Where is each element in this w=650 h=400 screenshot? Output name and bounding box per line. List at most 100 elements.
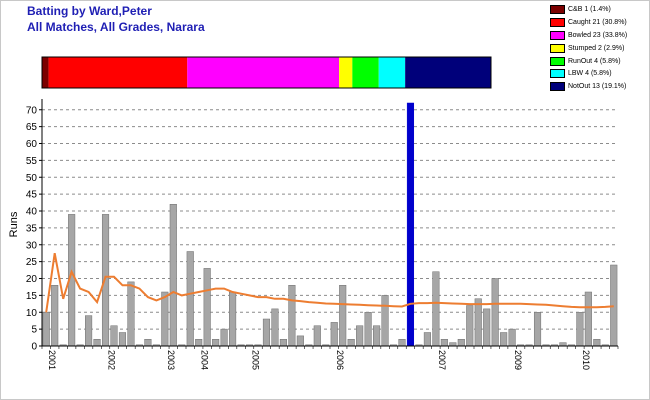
- innings-bar: [474, 298, 482, 347]
- y-tick-label: 15: [26, 291, 38, 302]
- legend-label: Bowled 23 (33.8%): [568, 31, 628, 39]
- innings-bar: [584, 291, 592, 347]
- innings-bar: [195, 339, 203, 347]
- dismissal-segment: [405, 57, 491, 88]
- legend-swatch: [550, 82, 565, 92]
- legend-item: RunOut 4 (5.8%): [550, 56, 648, 67]
- innings-bar: [262, 318, 271, 347]
- y-tick-label: 20: [26, 274, 38, 285]
- innings-bar: [271, 308, 279, 347]
- legend-item: Bowled 23 (33.8%): [550, 30, 648, 41]
- innings-bar: [339, 285, 347, 347]
- y-axis-label: Runs: [8, 211, 20, 237]
- innings-bar: [457, 339, 465, 347]
- innings-bar: [169, 204, 177, 347]
- innings-bar: [101, 214, 110, 347]
- innings-bar: [373, 325, 381, 347]
- innings-bar: [364, 312, 372, 347]
- y-tick-label: 45: [26, 190, 38, 201]
- innings-bar: [110, 325, 118, 347]
- innings-bar: [491, 278, 499, 347]
- innings-bar: [212, 339, 220, 347]
- innings-bar: [356, 325, 364, 347]
- legend-swatch: [550, 43, 565, 53]
- legend-swatch: [550, 69, 565, 79]
- y-tick-label: 50: [26, 173, 38, 184]
- innings-bar: [432, 271, 440, 347]
- innings-bar: [449, 342, 457, 347]
- y-tick-label: 25: [26, 257, 38, 268]
- innings-bar: [593, 339, 601, 347]
- legend-swatch: [550, 56, 565, 66]
- x-tick-label: 2005: [251, 350, 261, 370]
- y-tick-label: 0: [31, 342, 37, 353]
- innings-bar: [186, 251, 194, 347]
- innings-bar: [118, 332, 127, 347]
- legend-swatch: [550, 30, 565, 40]
- x-tick-label: 2001: [47, 350, 57, 370]
- legend-label: LBW 4 (5.8%): [568, 70, 612, 78]
- x-tick-label: 2003: [166, 350, 176, 370]
- innings-bar: [279, 339, 287, 347]
- highlight-bar: [406, 102, 415, 347]
- innings-bar: [296, 335, 304, 347]
- y-tick-label: 65: [26, 122, 38, 133]
- innings-bar: [483, 308, 491, 347]
- innings-bar: [313, 325, 321, 347]
- legend-label: Caught 21 (30.8%): [568, 18, 627, 26]
- y-tick-label: 5: [31, 325, 37, 336]
- legend-label: C&B 1 (1.4%): [568, 6, 611, 13]
- y-tick-label: 10: [26, 308, 38, 319]
- x-tick-label: 2007: [437, 350, 447, 370]
- dismissal-segment: [378, 57, 406, 88]
- y-tick-label: 70: [26, 105, 38, 116]
- innings-bar: [330, 322, 338, 347]
- innings-bar: [576, 312, 584, 347]
- innings-bar: [559, 342, 567, 347]
- innings-bar: [347, 339, 355, 347]
- dismissal-segment: [48, 57, 188, 88]
- innings-bar: [381, 295, 389, 347]
- y-tick-label: 35: [26, 223, 38, 234]
- chart-subtitle: All Matches, All Grades, Narara: [27, 20, 205, 34]
- innings-bar: [85, 315, 93, 347]
- x-tick-label: 2010: [581, 350, 591, 370]
- legend-item: NotOut 13 (19.1%): [550, 81, 648, 92]
- innings-bar: [144, 339, 152, 347]
- x-tick-label: 2004: [200, 350, 210, 370]
- innings-bar: [466, 305, 474, 347]
- y-tick-label: 60: [26, 139, 38, 150]
- legend-swatch: [550, 5, 565, 14]
- innings-bar: [93, 339, 101, 347]
- innings-bar: [440, 339, 448, 347]
- y-tick-label: 40: [26, 207, 38, 218]
- dismissal-segment: [352, 57, 379, 88]
- dismissal-segment: [42, 57, 49, 88]
- y-tick-label: 55: [26, 156, 38, 167]
- x-tick-label: 2006: [335, 350, 345, 370]
- innings-bar: [229, 291, 237, 347]
- dismissal-segment: [187, 57, 340, 88]
- innings-bar: [220, 328, 228, 347]
- innings-bar: [508, 328, 516, 347]
- innings-bar: [127, 281, 135, 347]
- legend-item: Stumped 2 (2.9%): [550, 43, 648, 54]
- chart-title: Batting by Ward,Peter: [27, 4, 152, 18]
- innings-bar: [398, 339, 406, 347]
- dismissal-segment: [339, 57, 353, 88]
- x-tick-label: 2009: [513, 350, 523, 370]
- average-line: [45, 253, 614, 313]
- x-tick-label: 2002: [107, 350, 117, 370]
- innings-bar: [51, 285, 59, 347]
- innings-bar: [500, 332, 508, 347]
- innings-bar: [42, 312, 50, 347]
- legend-label: RunOut 4 (5.8%): [568, 57, 621, 65]
- legend-label: NotOut 13 (19.1%): [568, 83, 627, 91]
- innings-bar: [533, 312, 542, 347]
- innings-bar: [288, 285, 296, 347]
- dismissal-legend: C&B 1 (1.4%) Caught 21 (30.8%) Bowled 23 (…: [550, 4, 648, 94]
- legend-swatch: [550, 17, 565, 27]
- legend-item: C&B 1 (1.4%): [550, 4, 648, 15]
- innings-bar: [203, 268, 211, 347]
